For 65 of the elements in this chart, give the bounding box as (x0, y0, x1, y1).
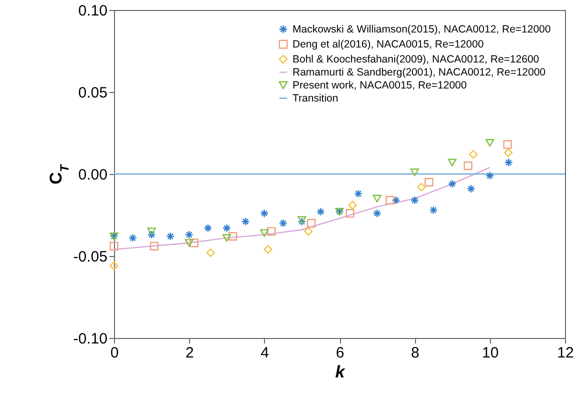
x-tick-label: 12 (557, 344, 574, 362)
point (190, 238, 198, 248)
point (346, 209, 354, 218)
point (128, 234, 138, 242)
point (184, 239, 194, 247)
legend-label: Bohl & Koochesfahani(2009), NACA0012, Re=12600 (292, 53, 540, 66)
point (448, 158, 457, 166)
y-tick-label: 0.05 (78, 84, 108, 102)
point (241, 217, 250, 226)
x-tick-label: 10 (482, 344, 499, 362)
point (316, 207, 326, 216)
x-tick-label: 8 (410, 344, 420, 362)
point (424, 178, 434, 187)
point (503, 140, 512, 149)
point (222, 224, 232, 232)
point (147, 228, 156, 236)
point (260, 229, 269, 237)
y-tick-label: -0.10 (73, 330, 108, 348)
point (410, 168, 419, 176)
legend-label: Present work, NACA0015, Re=12000 (292, 79, 467, 92)
point (278, 218, 288, 228)
point (410, 196, 419, 205)
point (110, 242, 118, 250)
x-tick-label: 0 (110, 344, 119, 362)
x-tick-label: 4 (260, 344, 270, 362)
y-tick-label: 0.00 (78, 166, 108, 184)
legend-label: Mackowski & Williamson(2015), NACA0012, Re=12000 (292, 23, 551, 36)
point (307, 218, 316, 228)
point (468, 150, 478, 159)
legend-label: Ramamurti & Sandberg(2001), NACA0012, Re=12000 (292, 66, 546, 78)
y-tick-label: -0.05 (73, 248, 108, 266)
point (166, 232, 175, 241)
point (228, 232, 238, 241)
point (372, 209, 382, 218)
point (486, 139, 494, 147)
x-axis-title: k (335, 362, 346, 382)
x-tick-label: 2 (185, 344, 194, 362)
point (466, 184, 476, 194)
point (304, 227, 313, 236)
point (222, 234, 232, 242)
point (448, 180, 457, 188)
point (504, 158, 513, 167)
point (417, 182, 426, 192)
x-tick-label: 6 (336, 344, 344, 362)
point (147, 230, 156, 239)
point (372, 194, 382, 202)
point (110, 262, 118, 270)
point (204, 224, 212, 232)
point (464, 161, 472, 170)
point (486, 171, 494, 180)
point (264, 245, 272, 254)
point (504, 148, 513, 157)
legend-label: Transition (292, 92, 338, 104)
point (206, 248, 215, 258)
point (260, 209, 269, 218)
point (354, 189, 363, 198)
y-tick-label: 0.10 (78, 2, 108, 20)
legend-label: Deng et al(2016), NACA0015, Re=12000 (292, 38, 484, 50)
point (348, 200, 357, 210)
point (267, 227, 276, 236)
point (386, 196, 394, 205)
point (392, 196, 400, 205)
point (150, 242, 159, 250)
point (184, 230, 194, 239)
point (429, 206, 438, 214)
